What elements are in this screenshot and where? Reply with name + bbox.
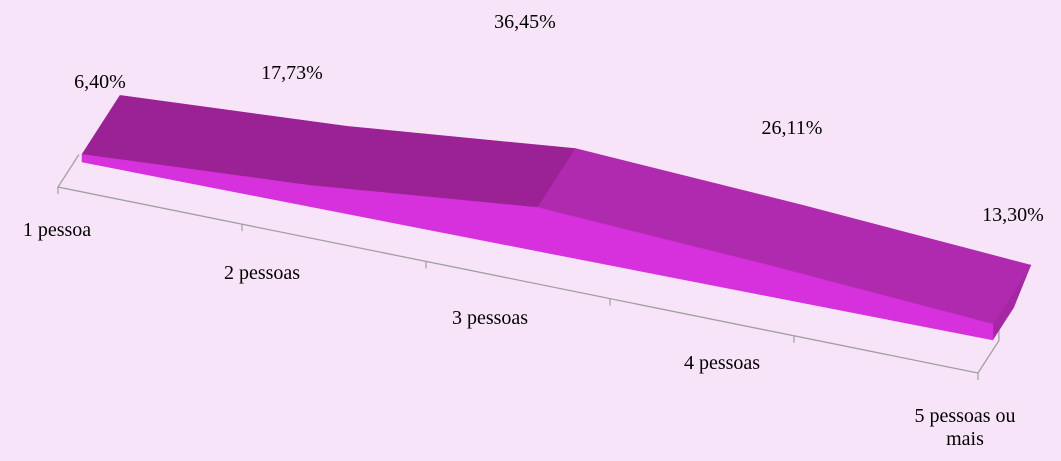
category-label-line: mais	[946, 428, 984, 450]
value-label: 26,11%	[762, 117, 823, 139]
value-label: 6,40%	[74, 71, 126, 93]
category-label-line: 1 pessoa	[23, 219, 91, 241]
area-front-face	[81, 154, 994, 341]
area-right-face	[993, 265, 1031, 340]
category-label: 3 pessoas	[452, 307, 528, 329]
value-label: 17,73%	[261, 62, 323, 84]
area-top-face	[81, 95, 349, 186]
value-labels: 6,40% 17,73% 36,45% 26,11% 13,30%	[74, 11, 1044, 226]
category-label: 5 pessoas ou mais	[914, 405, 1015, 450]
category-label: 2 pessoas	[224, 262, 300, 284]
value-label: 13,30%	[982, 204, 1044, 226]
category-label-line: 3 pessoas	[452, 307, 528, 329]
category-label: 1 pessoa	[23, 219, 91, 241]
category-label-line: 4 pessoas	[684, 352, 760, 374]
category-label-line: 5 pessoas ou	[914, 405, 1015, 427]
area-series	[81, 95, 1032, 341]
value-label: 36,45%	[494, 11, 556, 33]
category-labels: 1 pessoa 2 pessoas 3 pessoas 4 pessoas 5 pes…	[23, 219, 1016, 450]
category-label-line: 2 pessoas	[224, 262, 300, 284]
area-left-face	[82, 95, 120, 162]
category-label: 4 pessoas	[684, 352, 760, 374]
